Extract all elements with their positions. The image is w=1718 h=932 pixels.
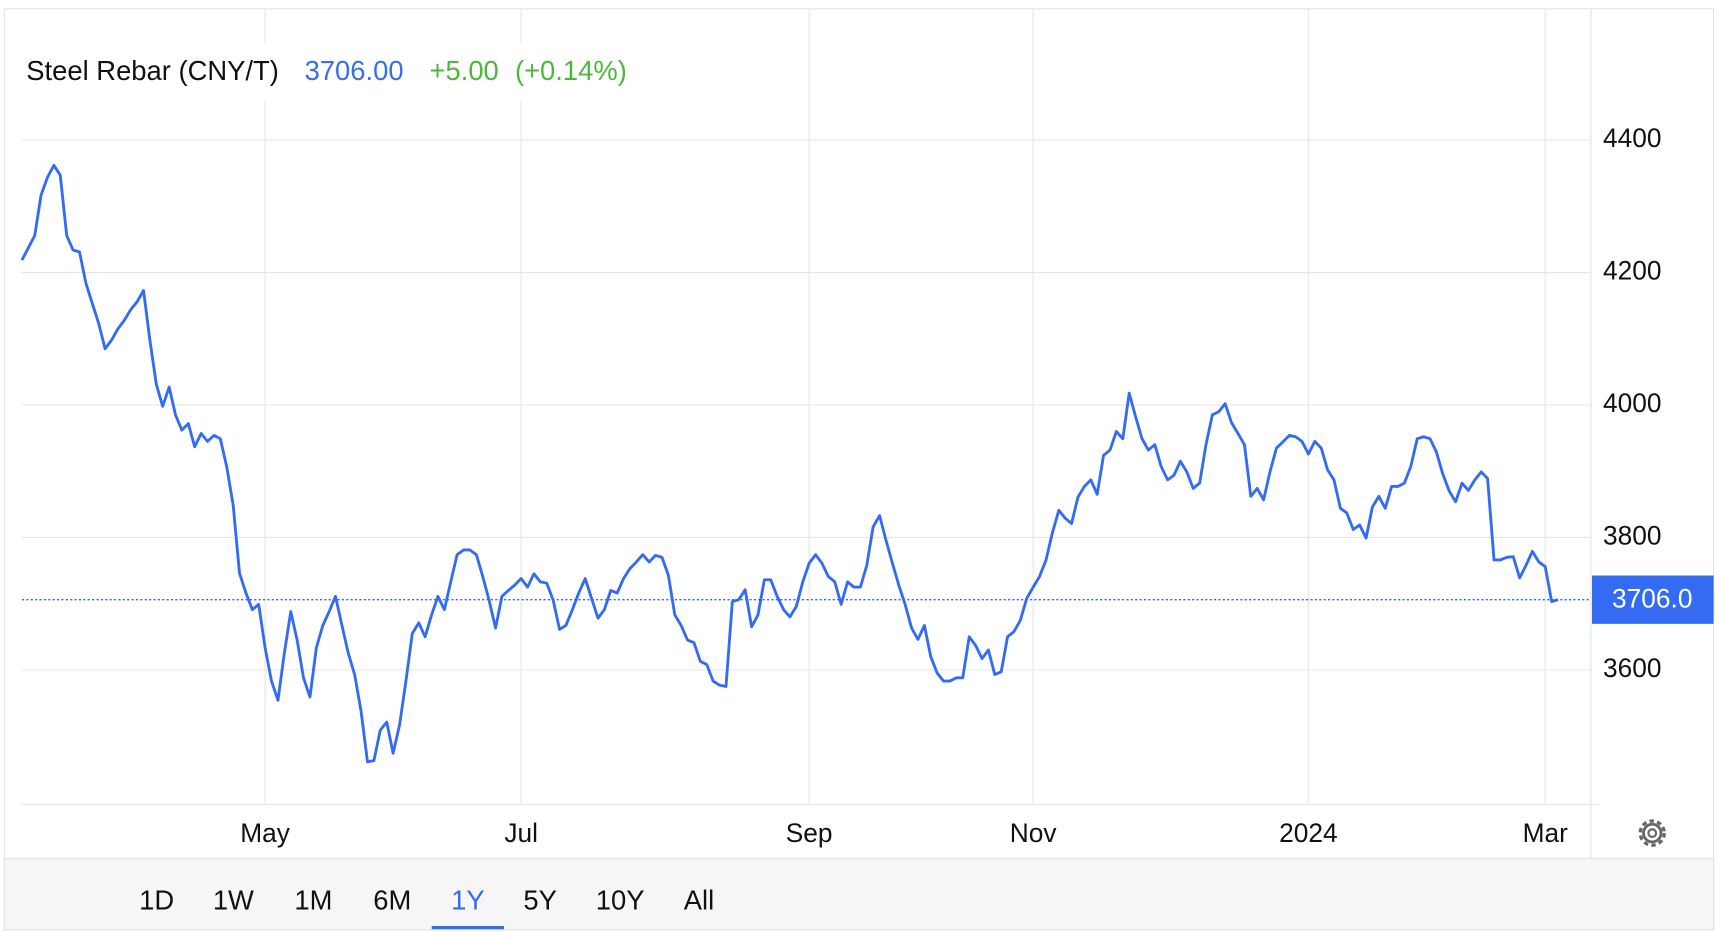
current-price-label: 3706.0 (1612, 584, 1692, 614)
x-tick-label: May (240, 818, 290, 848)
y-tick-label: 3600 (1603, 653, 1661, 683)
current-price-box (1591, 575, 1714, 624)
y-tick-label: 3800 (1603, 520, 1661, 550)
x-tick-label: Mar (1523, 818, 1569, 848)
y-tick-label: 4000 (1603, 388, 1661, 418)
x-tick-label: 2024 (1279, 818, 1337, 848)
price-line (20, 163, 1559, 764)
range-button[interactable]: 1M (294, 885, 332, 916)
header-bg (21, 43, 647, 102)
price: 3706.00 (305, 55, 404, 86)
change-percent: (+0.14%) (515, 55, 627, 86)
range-button[interactable]: 6M (373, 885, 411, 916)
gear-teeth (1638, 819, 1666, 847)
chart-title: Steel Rebar (CNY/T) (26, 55, 279, 86)
range-button[interactable]: 10Y (596, 885, 645, 916)
change: +5.00 (430, 55, 499, 86)
range-button[interactable]: 1W (213, 885, 254, 916)
gear-body (1642, 822, 1663, 844)
range-button[interactable]: 1Y (451, 885, 484, 916)
x-tick-label: Nov (1010, 818, 1058, 848)
range-button[interactable]: All (684, 885, 714, 916)
x-tick-label: Sep (786, 818, 833, 848)
range-button[interactable]: 5Y (523, 885, 556, 916)
chart-frame (3, 8, 1715, 931)
range-bar (3, 857, 1715, 931)
range-button[interactable]: 1D (139, 885, 174, 916)
y-tick-label: 4200 (1603, 255, 1661, 285)
gear-hole (1647, 828, 1658, 839)
y-tick-label: 4400 (1603, 123, 1661, 153)
x-tick-label: Jul (504, 818, 538, 848)
settings-icon[interactable] (1638, 819, 1666, 847)
